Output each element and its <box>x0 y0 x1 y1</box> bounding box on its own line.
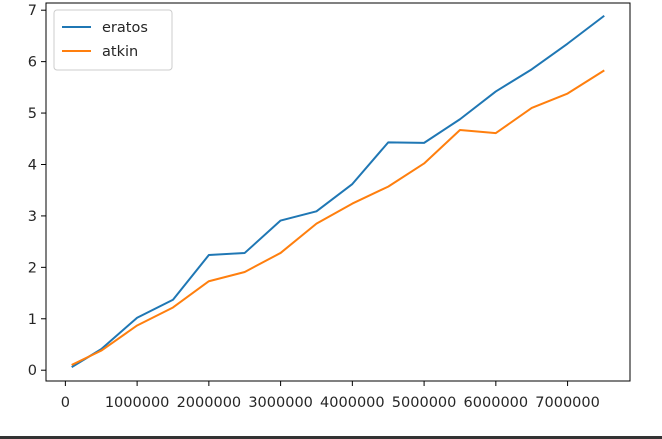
y-tick-label: 0 <box>28 363 37 379</box>
y-tick-label: 2 <box>28 260 37 276</box>
x-tick-label: 7000000 <box>535 395 600 411</box>
x-tick-label: 3000000 <box>248 395 313 411</box>
x-tick-label: 2000000 <box>177 395 242 411</box>
series-line-atkin <box>71 69 605 366</box>
y-tick-label: 4 <box>28 157 37 173</box>
y-tick-label: 7 <box>28 3 37 19</box>
bottom-border <box>0 436 662 439</box>
x-tick-label: 0 <box>61 395 70 411</box>
series-line-eratos <box>71 14 605 368</box>
y-tick-label: 3 <box>28 209 37 225</box>
series-layer <box>71 14 605 368</box>
x-tick-label: 1000000 <box>105 395 170 411</box>
legend: eratos atkin <box>53 9 173 71</box>
x-axis-ticks: 0 1000000 2000000 3000000 4000000 5000000 6000… <box>61 381 600 411</box>
legend-box <box>53 9 173 71</box>
x-tick-label: 6000000 <box>464 395 529 411</box>
legend-label-atkin: atkin <box>102 44 138 60</box>
x-tick-label: 5000000 <box>392 395 457 411</box>
y-tick-label: 6 <box>28 55 37 71</box>
legend-label-eratos: eratos <box>102 20 148 36</box>
y-tick-label: 5 <box>28 106 37 122</box>
y-tick-label: 1 <box>28 312 37 328</box>
x-tick-label: 4000000 <box>320 395 385 411</box>
y-axis-ticks: 0 1 2 3 4 5 6 7 <box>28 3 46 379</box>
